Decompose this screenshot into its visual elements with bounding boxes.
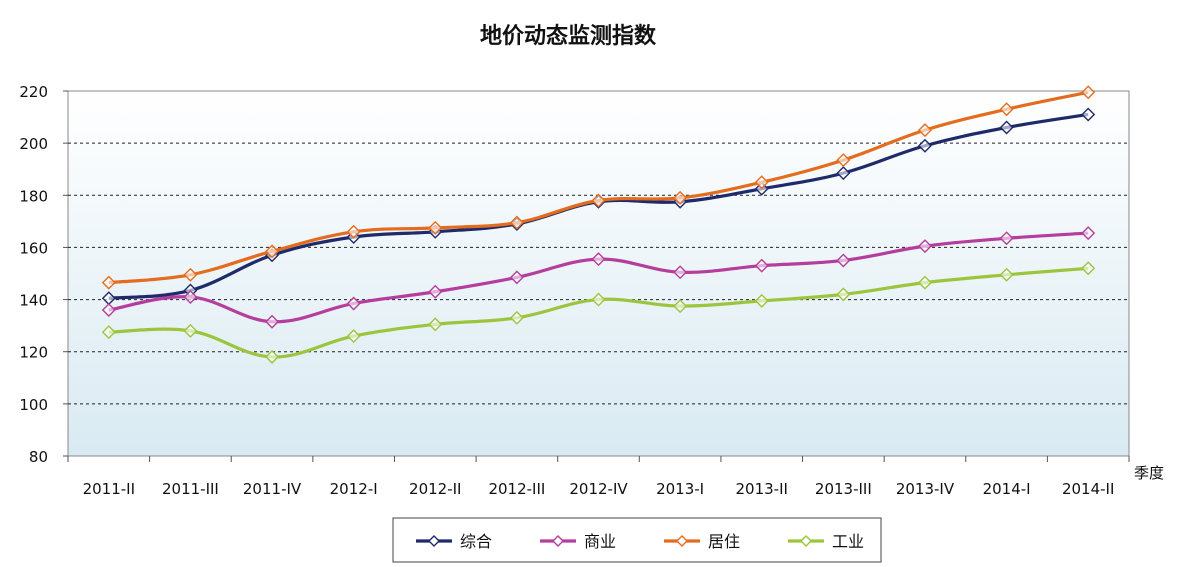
x-tick-label: 2012-IV bbox=[569, 480, 628, 498]
series-商业 bbox=[101, 226, 1096, 329]
data-point bbox=[836, 153, 851, 168]
x-tick-label: 2013-III bbox=[815, 480, 872, 498]
y-tick-label: 200 bbox=[19, 135, 48, 153]
data-point bbox=[673, 265, 688, 280]
data-point bbox=[836, 287, 851, 302]
data-point bbox=[673, 299, 688, 314]
legend-label: 居住 bbox=[708, 532, 740, 551]
data-point bbox=[183, 267, 198, 282]
data-point bbox=[346, 329, 361, 344]
y-tick-label: 160 bbox=[19, 239, 48, 257]
legend-marker bbox=[552, 535, 564, 547]
legend-label: 工业 bbox=[832, 532, 864, 551]
x-tick-label: 2013-II bbox=[736, 480, 788, 498]
y-tick-label: 80 bbox=[29, 448, 48, 466]
x-tick-label: 2014-II bbox=[1062, 480, 1114, 498]
data-point bbox=[183, 323, 198, 338]
x-tick-label: 2012-I bbox=[330, 480, 378, 498]
y-axis: 80 100 120 140 160 180 200 220 bbox=[19, 83, 68, 466]
plot-area bbox=[67, 90, 1130, 457]
x-tick-label: 2013-IV bbox=[896, 480, 955, 498]
legend: 综合 商业 居住 工业 bbox=[392, 517, 882, 563]
y-tick-label: 180 bbox=[19, 187, 48, 205]
data-point bbox=[917, 123, 932, 138]
series-工业 bbox=[101, 261, 1096, 364]
x-axis-label: 季度 bbox=[1134, 464, 1164, 482]
legend-marker bbox=[800, 535, 812, 547]
y-tick-label: 100 bbox=[19, 396, 48, 414]
series-居住 bbox=[101, 85, 1096, 290]
data-point bbox=[917, 275, 932, 290]
data-point bbox=[101, 275, 116, 290]
data-point bbox=[591, 292, 606, 307]
x-tick-label: 2011-III bbox=[162, 480, 219, 498]
data-point bbox=[509, 270, 524, 285]
data-point bbox=[836, 253, 851, 268]
x-axis: 2011-II 2011-III 2011-IV 2012-I 2012-II 2012-… bbox=[67, 456, 1130, 498]
legend-marker bbox=[428, 535, 440, 547]
y-tick-label: 140 bbox=[19, 292, 48, 310]
data-point bbox=[1081, 85, 1096, 100]
data-point bbox=[591, 193, 606, 208]
x-tick-label: 2012-II bbox=[409, 480, 461, 498]
legend-item: 商业 bbox=[540, 532, 616, 551]
legend-marker bbox=[676, 535, 688, 547]
legend-label: 商业 bbox=[584, 532, 616, 551]
x-tick-label: 2011-IV bbox=[243, 480, 302, 498]
data-point bbox=[999, 102, 1014, 117]
data-point bbox=[101, 303, 116, 317]
data-point bbox=[509, 215, 524, 230]
data-point bbox=[509, 310, 524, 325]
data-point bbox=[754, 258, 769, 273]
y-tick-label: 120 bbox=[19, 344, 48, 362]
data-point bbox=[673, 190, 688, 205]
data-point bbox=[1081, 226, 1096, 241]
data-point bbox=[101, 325, 116, 340]
data-point bbox=[265, 314, 280, 329]
data-point bbox=[999, 267, 1014, 282]
legend-label: 综合 bbox=[460, 532, 492, 551]
data-point bbox=[999, 120, 1014, 135]
data-point bbox=[346, 224, 361, 239]
legend-item: 工业 bbox=[788, 532, 864, 551]
data-point bbox=[346, 296, 361, 311]
x-tick-label: 2013-I bbox=[656, 480, 704, 498]
series-group bbox=[101, 85, 1096, 364]
data-point bbox=[999, 231, 1014, 246]
data-point bbox=[1081, 107, 1096, 122]
data-point bbox=[428, 220, 443, 235]
data-point bbox=[754, 175, 769, 190]
data-point bbox=[754, 293, 769, 308]
data-point bbox=[183, 289, 198, 304]
chart-title: 地价动态监测指数 bbox=[480, 23, 657, 49]
legend-item: 居住 bbox=[664, 532, 740, 551]
data-point bbox=[428, 284, 443, 299]
data-point bbox=[917, 138, 932, 153]
legend-item: 综合 bbox=[416, 532, 492, 551]
data-point bbox=[428, 317, 443, 332]
data-point bbox=[265, 244, 280, 259]
data-point bbox=[917, 239, 932, 254]
data-point bbox=[265, 349, 280, 364]
data-point bbox=[836, 166, 851, 181]
x-tick-label: 2011-II bbox=[83, 480, 135, 498]
x-tick-label: 2012-III bbox=[488, 480, 545, 498]
x-tick-label: 2014-I bbox=[983, 480, 1031, 498]
data-point bbox=[1081, 261, 1096, 276]
data-point bbox=[591, 252, 606, 267]
y-tick-label: 220 bbox=[19, 83, 48, 101]
